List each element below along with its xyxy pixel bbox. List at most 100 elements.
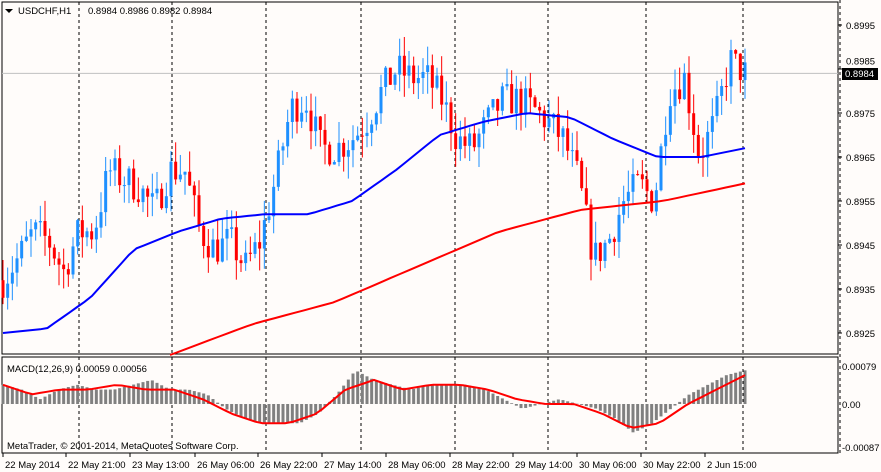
macd-bar [323, 404, 327, 407]
macd-bar [528, 404, 532, 407]
bear-candle [734, 50, 738, 54]
bear-candle [136, 199, 140, 203]
bear-candle [192, 185, 196, 196]
bull-candle [253, 242, 257, 254]
macd-bar [174, 389, 178, 404]
macd-bar [500, 398, 504, 404]
macd-tick-label: -0.00087 [842, 443, 880, 454]
bull-candle [94, 227, 98, 240]
ma-fast-line [2, 112, 746, 334]
macd-bar [444, 384, 448, 404]
macd-bar [169, 389, 173, 404]
bear-candle [463, 136, 467, 146]
bull-candle [6, 283, 10, 298]
macd-bar [276, 404, 280, 424]
bull-candle [421, 71, 425, 78]
macd-bar [398, 386, 402, 404]
macd-bar [612, 404, 616, 419]
macd-bar [309, 404, 313, 418]
macd-bar [710, 382, 714, 404]
macd-bar [486, 391, 490, 404]
bear-candle [580, 160, 584, 189]
macd-tick-label: 0.00 [842, 400, 861, 411]
bear-candle [360, 135, 364, 137]
macd-bar [426, 385, 430, 404]
macd-bar [715, 380, 719, 404]
bear-candle [258, 242, 262, 249]
bear-candle [533, 97, 537, 107]
bull-candle [150, 193, 154, 197]
macd-bar [127, 385, 131, 404]
bull-candle [290, 98, 294, 123]
bear-candle [692, 113, 696, 135]
macd-bar [38, 399, 42, 404]
macd-bar [342, 385, 346, 404]
macd-bar [216, 402, 220, 404]
bull-candle [486, 107, 490, 118]
macd-bar [682, 398, 686, 404]
macd-bar [258, 404, 262, 423]
macd-bar [356, 371, 360, 404]
macd-bar [370, 378, 374, 404]
macd-bar [1, 384, 5, 404]
macd-bar [454, 384, 458, 404]
macd-bar [164, 387, 168, 404]
macd-bar [290, 404, 294, 424]
bull-candle [729, 50, 733, 87]
bear-candle [738, 53, 742, 81]
macd-bar [6, 385, 10, 404]
bull-candle [682, 72, 686, 100]
macd-bar [505, 400, 509, 404]
bear-candle [640, 174, 644, 180]
bull-candle [351, 140, 355, 151]
bull-candle [20, 240, 24, 259]
macd-bar [435, 384, 439, 404]
bull-candle [505, 84, 509, 87]
bear-candle [309, 110, 313, 132]
macd-bar [524, 404, 528, 408]
macd-bar [664, 404, 668, 413]
bull-candle [477, 133, 481, 148]
x-tick-label: 30 May 06:00 [579, 460, 637, 471]
macd-bar [10, 387, 14, 404]
macd-bar [388, 384, 392, 404]
macd-bar [580, 404, 584, 405]
bear-candle [556, 113, 560, 137]
x-tick-label: 26 May 22:00 [260, 460, 318, 471]
macd-bar [267, 404, 271, 424]
macd-bar [491, 393, 495, 404]
macd-bar [94, 389, 98, 404]
bear-candle [510, 84, 514, 114]
macd-bar [351, 373, 355, 404]
bear-candle [342, 142, 346, 157]
macd-bar [234, 404, 238, 415]
bull-candle [155, 188, 159, 194]
bull-candle [458, 136, 462, 150]
bull-candle [29, 229, 33, 237]
bull-candle [178, 174, 182, 180]
macd-bar [734, 372, 738, 404]
bull-candle [594, 242, 598, 260]
bull-candle [230, 227, 234, 229]
macd-bar [141, 382, 145, 404]
x-tick-label: 2 Jun 15:00 [707, 460, 757, 471]
bull-candle [15, 258, 19, 273]
bull-candle [398, 55, 402, 75]
macd-bar [631, 404, 635, 433]
macd-bar [15, 388, 19, 404]
bull-candle [38, 221, 42, 223]
bear-candle [636, 174, 640, 176]
bull-candle [272, 186, 276, 217]
macd-bar [416, 387, 420, 404]
macd-bar [496, 395, 500, 404]
macd-bar [412, 388, 416, 404]
macd-bar [743, 370, 747, 404]
bull-candle [379, 87, 383, 114]
bear-candle [118, 158, 122, 186]
macd-bar [332, 397, 336, 404]
y-tick-label: 0.8985 [846, 56, 875, 67]
bull-candle [603, 242, 607, 261]
macd-bar [668, 404, 672, 410]
